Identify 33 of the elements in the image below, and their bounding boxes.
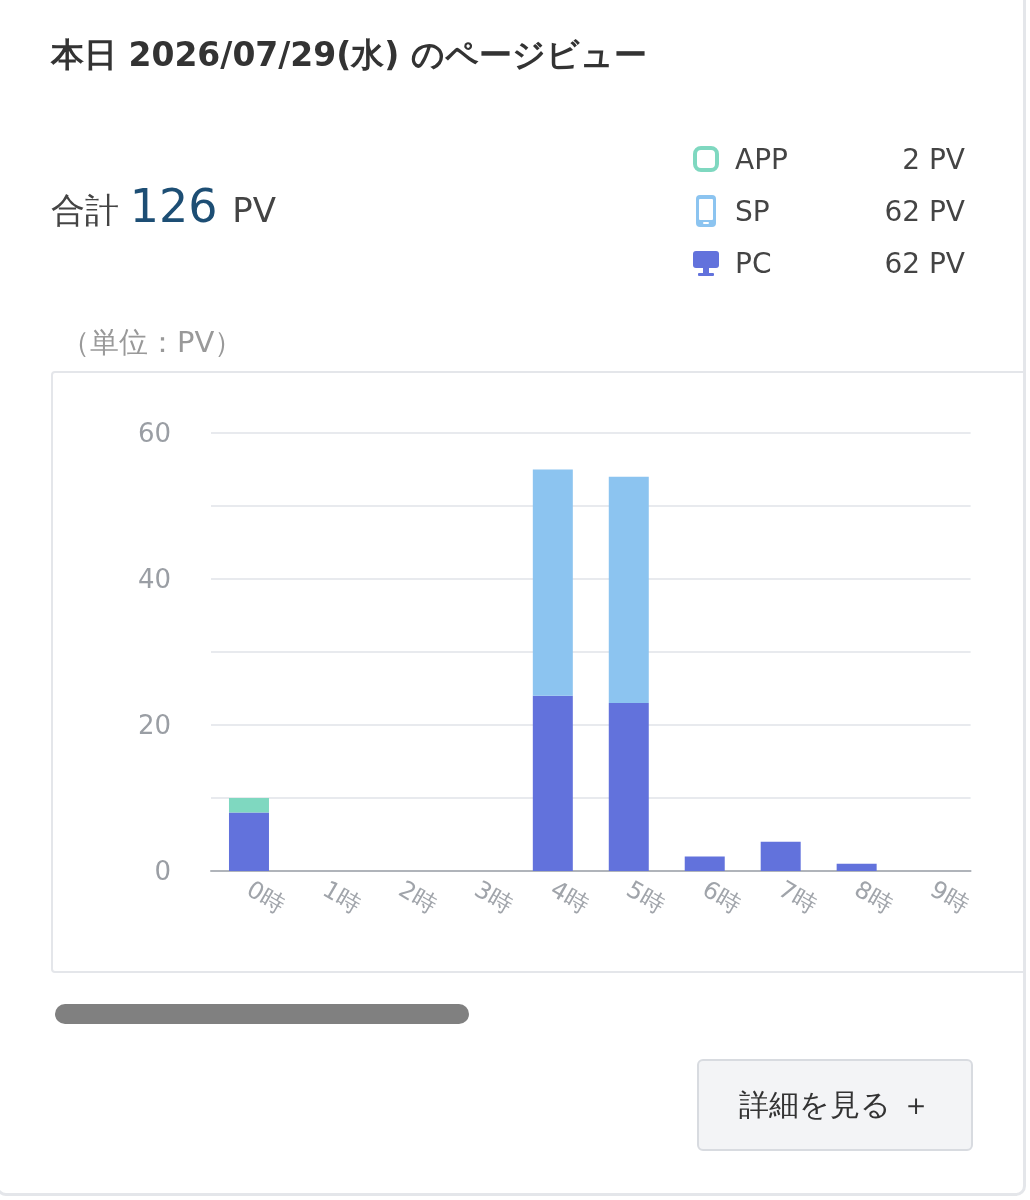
x-tick-label: 7時: [773, 874, 822, 919]
x-tick-label: 8時: [849, 874, 898, 919]
y-axis-title: （単位：PV）: [61, 324, 244, 361]
x-tick-label: 5時: [621, 874, 670, 919]
x-tick-label: 4時: [545, 874, 594, 919]
text: 62 PV: [883, 194, 965, 228]
bar: [608, 703, 649, 871]
x-tick-label: 6時: [697, 874, 746, 919]
x-tick-label: 1時: [317, 874, 366, 919]
x-tick-label: 0時: [241, 874, 290, 919]
bar: [836, 863, 877, 871]
chart-title: 本日 2026/07/29(水) のページビュー: [51, 34, 647, 76]
y-tick-label: 0: [154, 856, 171, 886]
legend-label: APP: [735, 142, 789, 176]
bar: [608, 476, 649, 704]
y-tick-label: 60: [137, 418, 171, 448]
x-tick-label: 9時: [925, 874, 974, 919]
x-tick-label: 3時: [469, 874, 518, 919]
text: 62 PV: [883, 246, 965, 280]
text: 2 PV: [901, 142, 965, 176]
x-tick-label: 2時: [393, 874, 442, 919]
legend-label: PC: [735, 246, 773, 280]
text: 詳細を見る ＋: [697, 1059, 973, 1151]
y-tick-label: 40: [137, 564, 171, 594]
bar: [228, 812, 269, 871]
bar: [532, 695, 573, 871]
bar: [760, 841, 801, 871]
legend-label: SP: [735, 194, 771, 228]
bar: [532, 469, 573, 696]
text: 合計 126 PV: [51, 179, 276, 233]
bar: [684, 856, 725, 871]
y-tick-label: 20: [137, 710, 171, 740]
bar: [228, 798, 269, 813]
